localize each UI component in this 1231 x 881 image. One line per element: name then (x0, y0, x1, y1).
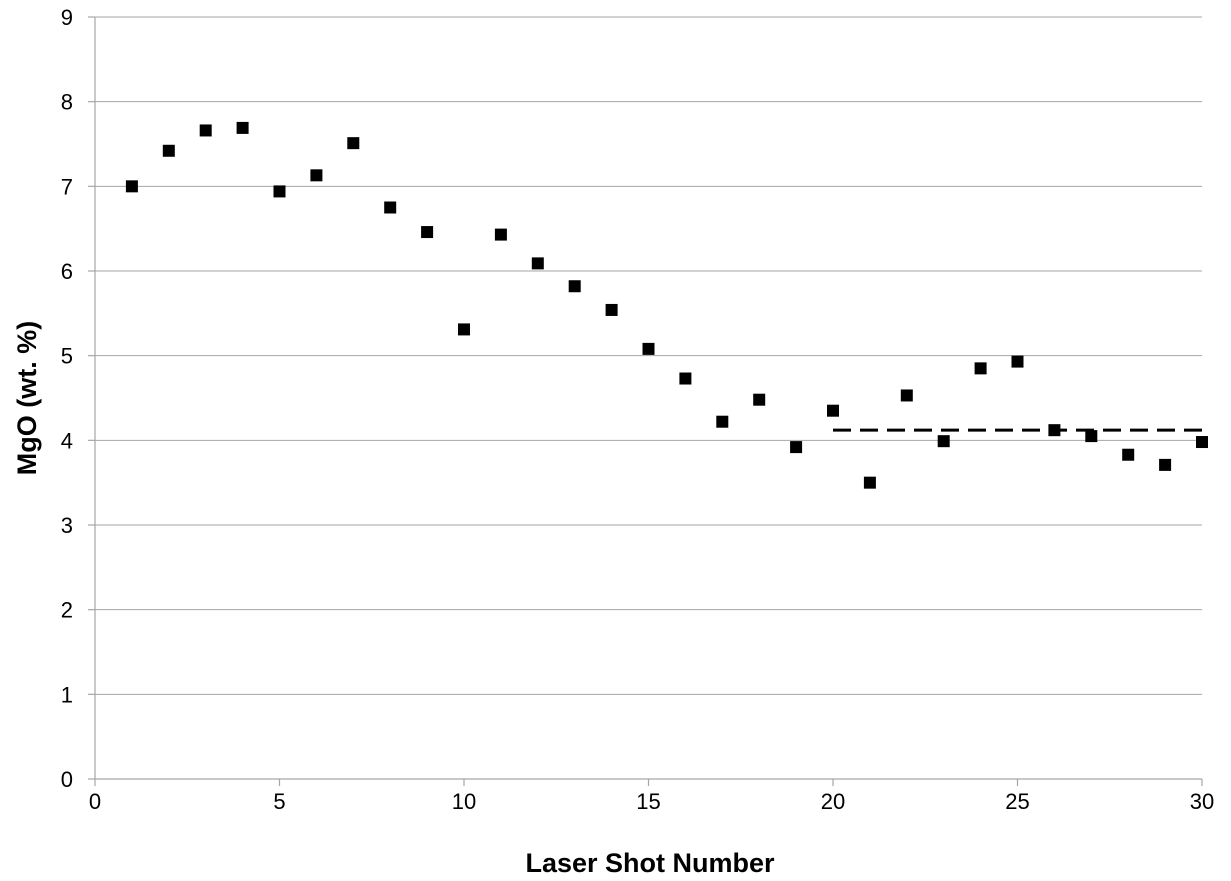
data-point (679, 372, 692, 385)
data-point (1011, 355, 1024, 368)
data-point (1196, 436, 1208, 449)
data-point (421, 226, 434, 239)
x-axis-title: Laser Shot Number (525, 848, 775, 878)
y-tick-label: 0 (61, 767, 73, 792)
data-point (310, 169, 323, 182)
data-point (790, 441, 803, 454)
data-point (753, 393, 766, 406)
y-tick-label: 1 (61, 682, 73, 707)
data-point (1048, 424, 1061, 437)
data-point (347, 137, 360, 150)
y-tick-label: 5 (61, 344, 73, 369)
data-point (125, 180, 138, 193)
y-tick-label: 4 (61, 428, 73, 453)
axes (88, 16, 1203, 786)
data-point (531, 257, 544, 270)
x-tick-label: 30 (1190, 789, 1214, 814)
data-point (458, 323, 470, 336)
x-tick-label: 10 (452, 789, 476, 814)
x-tick-label: 0 (89, 789, 101, 814)
data-point (605, 303, 618, 316)
y-tick-label: 2 (61, 598, 73, 623)
x-tick-label: 20 (821, 789, 845, 814)
y-axis-title: MgO (wt. %) (12, 321, 42, 475)
data-point (1122, 448, 1135, 461)
data-points (125, 121, 1208, 489)
data-point (937, 435, 950, 448)
x-tick-label: 15 (636, 789, 660, 814)
x-tick-label: 5 (273, 789, 285, 814)
data-point (273, 185, 286, 198)
data-point (568, 280, 581, 293)
data-point (494, 228, 507, 241)
data-point (863, 476, 876, 489)
y-tick-label: 3 (61, 513, 73, 538)
y-tick-label: 6 (61, 259, 73, 284)
data-point (827, 404, 839, 417)
data-point (716, 415, 729, 428)
x-tick-label: 25 (1005, 789, 1029, 814)
y-tick-label: 8 (61, 90, 73, 115)
data-point (974, 362, 987, 375)
data-point (1159, 458, 1172, 471)
data-point (384, 201, 397, 214)
data-point (199, 124, 212, 137)
y-tick-labels: 0 1 2 3 4 5 6 7 8 9 (61, 5, 73, 792)
y-tick-label: 9 (61, 5, 73, 30)
y-tick-label: 7 (61, 174, 73, 199)
data-point (162, 144, 175, 157)
data-point (642, 342, 655, 355)
data-point (236, 121, 249, 134)
grid-lines (95, 16, 1202, 695)
data-point (900, 389, 913, 402)
x-tick-labels: 0 5 10 15 20 25 30 (89, 789, 1214, 814)
data-point (1085, 430, 1098, 443)
